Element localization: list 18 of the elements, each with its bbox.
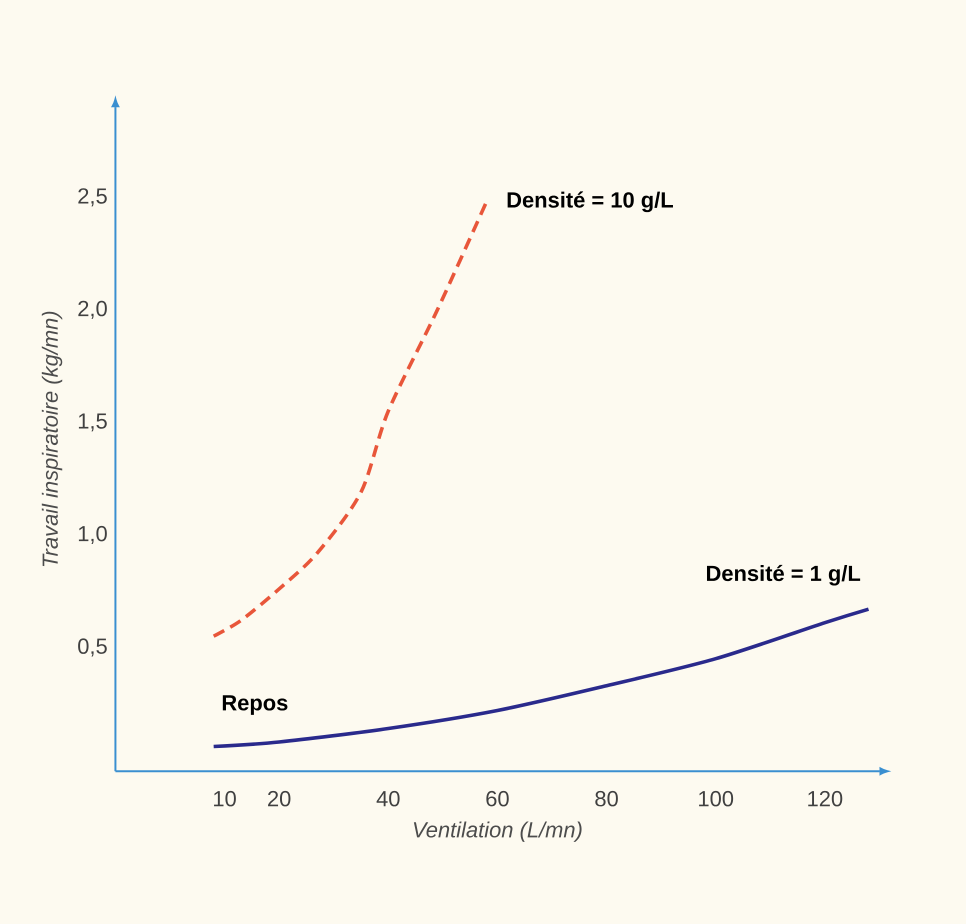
x-tick-label: 80: [595, 790, 618, 806]
x-tick-label: 60: [486, 790, 509, 806]
annotation: Repos: [222, 695, 288, 715]
y-tick-label: 1,0: [78, 526, 107, 544]
x-tick-label: 120: [808, 790, 842, 806]
series-label: Densité = 1 g/L: [706, 564, 860, 586]
y-tick-label: 2,5: [78, 188, 107, 206]
series-label: Densité = 10 g/L: [508, 191, 673, 212]
x-axis-title: Ventilation (L/mn): [414, 821, 582, 842]
x-tick-label: 100: [699, 790, 734, 806]
y-tick-label: 0,5: [78, 638, 107, 657]
x-tick-label: 20: [268, 790, 290, 806]
y-tick-label: 2,0: [78, 300, 107, 319]
line-series: [212, 607, 870, 748]
x-tick-label: 10: [214, 790, 236, 806]
x-tick-label: 40: [376, 790, 400, 806]
y-tick-label: 1,5: [78, 413, 107, 432]
y-axis-title: Travail inspiratoire (kg/mn): [42, 312, 62, 566]
